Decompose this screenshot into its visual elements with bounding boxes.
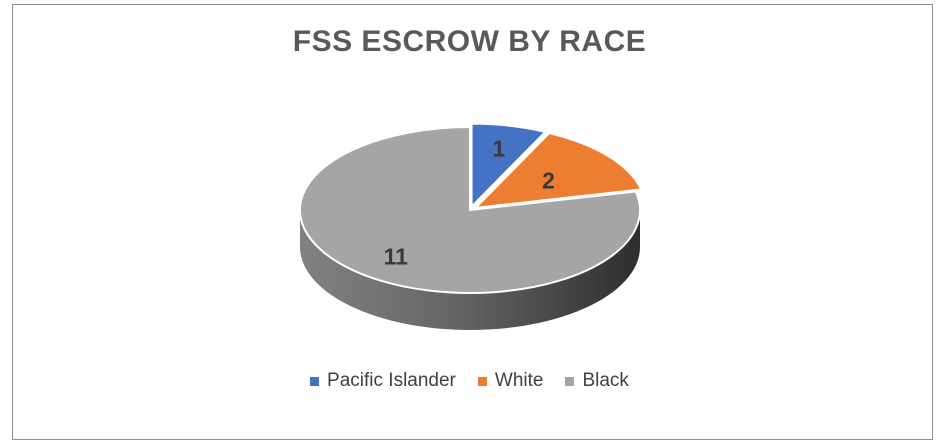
pie-slice-white [474,132,643,209]
legend-item-white: White [477,370,544,392]
pie-sides [300,210,640,330]
data-label-black: 11 [384,243,409,269]
pie-slice-black [299,126,641,294]
pie-slice-pacific-islander [470,122,547,208]
legend-swatch-pacific-islander [310,376,320,386]
pie-labels: 1 2 11 [384,135,555,269]
legend-label-black: Black [582,370,629,391]
legend-item-black: Black [565,370,629,392]
legend-label-pacific-islander: Pacific Islander [327,370,456,391]
data-label-pacific-islander: 1 [492,135,505,161]
chart-title: FSS ESCROW BY RACE [292,25,647,58]
legend-swatch-black [565,376,575,386]
pie-tops [299,122,643,294]
pie-side-black [300,210,640,330]
legend-item-pacific-islander: Pacific Islander [310,370,456,392]
legend-label-white: White [494,370,544,391]
chart-legend: Pacific Islander White Black [0,370,939,392]
legend-swatch-white [477,376,487,386]
data-label-white: 2 [542,167,555,193]
